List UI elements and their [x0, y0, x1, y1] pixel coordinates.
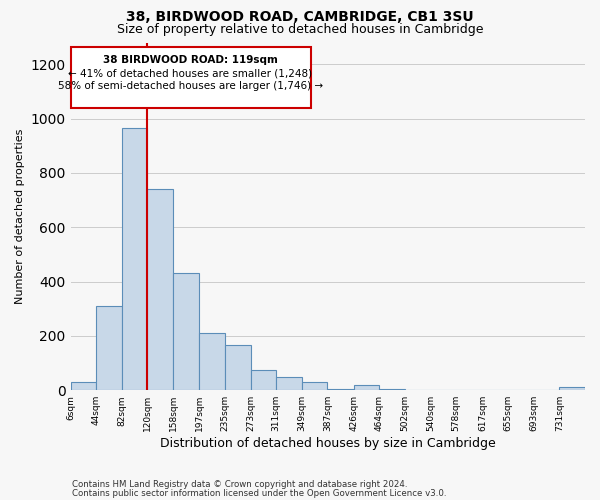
- Text: ← 41% of detached houses are smaller (1,248): ← 41% of detached houses are smaller (1,…: [68, 68, 313, 78]
- Bar: [199, 333, 225, 390]
- Bar: [559, 388, 585, 390]
- Bar: [276, 376, 302, 390]
- Bar: [251, 370, 276, 390]
- Text: 38, BIRDWOOD ROAD, CAMBRIDGE, CB1 3SU: 38, BIRDWOOD ROAD, CAMBRIDGE, CB1 3SU: [126, 10, 474, 24]
- Text: Contains HM Land Registry data © Crown copyright and database right 2024.: Contains HM Land Registry data © Crown c…: [72, 480, 407, 489]
- Bar: [122, 128, 148, 390]
- FancyBboxPatch shape: [71, 46, 311, 108]
- Bar: [173, 274, 199, 390]
- Bar: [225, 346, 251, 390]
- Text: Contains public sector information licensed under the Open Government Licence v3: Contains public sector information licen…: [72, 489, 446, 498]
- Bar: [302, 382, 328, 390]
- Y-axis label: Number of detached properties: Number of detached properties: [15, 128, 25, 304]
- Bar: [354, 385, 379, 390]
- Text: 38 BIRDWOOD ROAD: 119sqm: 38 BIRDWOOD ROAD: 119sqm: [103, 54, 278, 64]
- Text: Size of property relative to detached houses in Cambridge: Size of property relative to detached ho…: [117, 22, 483, 36]
- Bar: [96, 306, 122, 390]
- Bar: [148, 189, 173, 390]
- Bar: [71, 382, 96, 390]
- Bar: [328, 389, 354, 390]
- Text: 58% of semi-detached houses are larger (1,746) →: 58% of semi-detached houses are larger (…: [58, 80, 323, 90]
- X-axis label: Distribution of detached houses by size in Cambridge: Distribution of detached houses by size …: [160, 437, 496, 450]
